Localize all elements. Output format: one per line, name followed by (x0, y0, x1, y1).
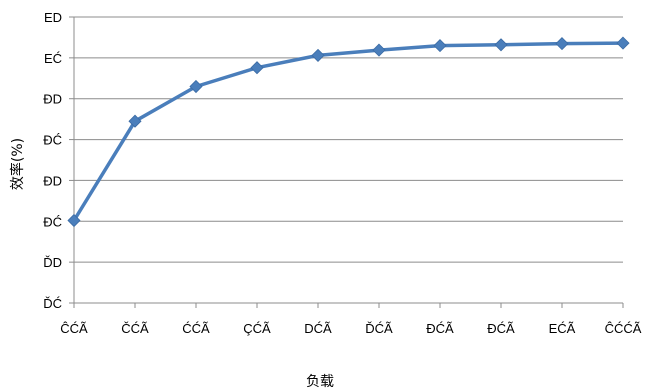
data-point-marker (372, 43, 386, 57)
y-tick-label: ED (44, 10, 62, 25)
data-point-marker (250, 61, 264, 75)
series-line (72, 41, 625, 223)
y-tick-label: ĐĆ (43, 214, 62, 229)
x-tick-label: ĆĆÃ (182, 321, 210, 336)
y-tick-label: ĎĆ (43, 296, 62, 311)
data-point-marker (616, 36, 630, 50)
data-point-marker (67, 213, 81, 228)
y-axis-title: 效率(%) (9, 138, 26, 190)
data-point-marker (494, 38, 508, 52)
y-tick-label: ĎD (43, 255, 62, 270)
y-tick-labels: ĎĆ ĎD ĐĆ ĐD ĐĆ ĐD EĆ ED (43, 10, 62, 311)
x-tick-labels: ĈĆÃ ČĆÃ ĆĆÃ ÇĆÃ DĆÃ ĎĆÃ ĐĆÃ ĐĆÃ EĆÃ ĈĆĆÃ (60, 321, 641, 336)
data-point-marker (128, 114, 142, 128)
x-tick-label: ĐĆÃ (426, 321, 454, 336)
x-tick-label: ÇĆÃ (243, 321, 271, 336)
x-tick-label: DĆÃ (304, 321, 332, 336)
x-tick-label: ĈĆÃ (60, 321, 88, 336)
y-tick-label: ĐD (43, 173, 62, 188)
series-group (67, 36, 630, 228)
x-tick-label: ĎĆÃ (365, 321, 393, 336)
x-tick-label: ĈĆĆÃ (605, 321, 642, 336)
y-tick-label: EĆ (44, 51, 62, 66)
gridlines (74, 16, 623, 263)
axes (69, 16, 624, 308)
y-tick-label: ĐD (43, 92, 62, 107)
x-axis-title: 负载 (306, 374, 334, 390)
data-point-marker (311, 48, 325, 62)
x-tick-label: EĆÃ (549, 321, 576, 336)
y-tick-label: ĐĆ (43, 133, 62, 148)
data-point-marker (555, 37, 569, 51)
x-tick-label: ĐĆÃ (487, 321, 515, 336)
data-point-marker (433, 39, 447, 53)
data-point-marker (189, 79, 203, 94)
x-tick-label: ČĆÃ (121, 321, 149, 336)
